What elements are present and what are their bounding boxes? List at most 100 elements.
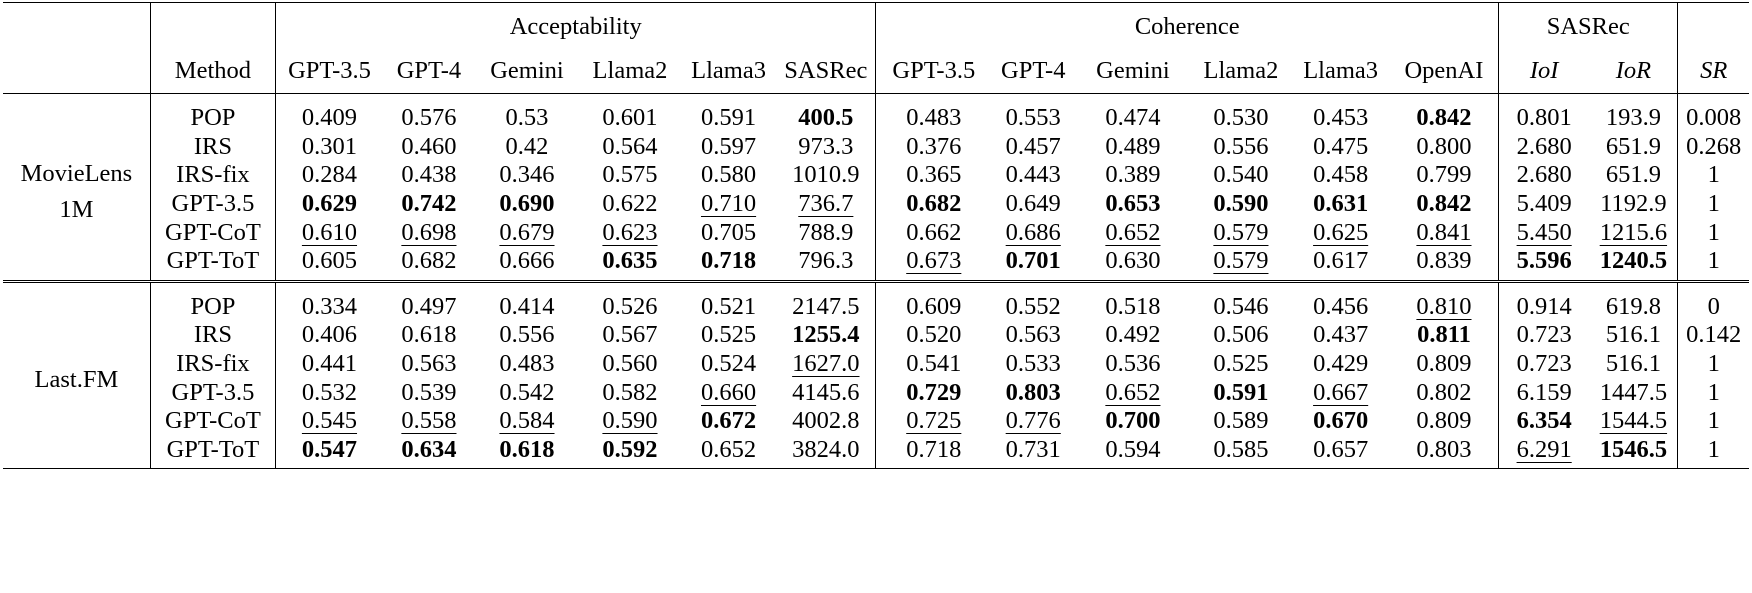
column-header-sr: SR <box>1677 49 1749 94</box>
method-cell: IRS <box>149 321 276 350</box>
value-cell: 0.914 <box>1497 281 1590 322</box>
value-cell: 0.800 <box>1416 132 1472 160</box>
value-cell: 0.525 <box>1213 350 1269 378</box>
value-cell: 0.489 <box>1105 132 1161 160</box>
dataset-name-line2: 1M <box>59 195 94 223</box>
value-cell: 0.776 <box>1005 407 1061 435</box>
header-corner <box>3 2 151 49</box>
value-cell: 3824.0 <box>776 435 876 470</box>
value-cell: 0.582 <box>602 378 658 406</box>
value-cell: 1215.6 <box>1599 218 1668 246</box>
value-cell: 619.8 <box>1605 292 1661 320</box>
value-cell: 0.474 <box>1105 104 1161 132</box>
value-cell: 0.673 <box>875 246 992 283</box>
header-sr-spacer <box>1677 2 1749 49</box>
value-cell: 0.441 <box>274 349 383 379</box>
value-cell: 0.567 <box>602 321 658 349</box>
column-header-coh-gpt35: GPT-3.5 <box>875 49 992 94</box>
value-cell: 0.585 <box>1190 435 1292 470</box>
value-cell: 0.268 <box>1677 132 1749 162</box>
value-cell: 0.453 <box>1313 104 1369 132</box>
value-cell: 0.591 <box>700 104 757 132</box>
value-cell: 0.334 <box>274 281 383 322</box>
column-header-ioi: IoI <box>1497 49 1590 94</box>
value-cell: 0.731 <box>991 435 1076 470</box>
value-cell: 0.623 <box>602 218 658 246</box>
value-cell: 0.634 <box>382 435 475 470</box>
value-cell: 0.545 <box>274 406 383 436</box>
value-cell: 0.526 <box>602 292 658 320</box>
value-cell: 0.589 <box>1213 407 1269 435</box>
value-cell: 0.803 <box>1389 435 1499 470</box>
value-cell: 0.649 <box>1005 190 1061 218</box>
column-header-acc-gpt35: GPT-3.5 <box>274 49 383 94</box>
value-cell: 0.520 <box>875 321 992 350</box>
value-cell: 4145.6 <box>792 378 860 406</box>
value-cell: 0.458 <box>1313 161 1369 189</box>
value-cell: 0.540 <box>1213 161 1269 189</box>
value-cell: 0.556 <box>499 321 555 349</box>
group-header-sasrec: SASRec <box>1497 2 1678 49</box>
value-cell: 0.142 <box>1677 321 1749 350</box>
value-cell: 1544.5 <box>1599 407 1668 435</box>
value-cell: 0.506 <box>1213 321 1269 349</box>
value-cell: 0.725 <box>875 406 992 436</box>
value-cell: 0.811 <box>1417 321 1471 349</box>
column-header-acc-llama3: Llama3 <box>680 49 777 94</box>
value-cell: 0.618 <box>474 435 580 470</box>
value-cell: 0.483 <box>875 93 992 133</box>
value-cell: 2.680 <box>1497 161 1590 190</box>
value-cell: 0.438 <box>401 161 457 189</box>
value-cell: 0.842 <box>1416 104 1472 132</box>
method-cell: GPT-3.5 <box>149 189 276 219</box>
value-cell: 651.9 <box>1605 161 1661 189</box>
value-cell: 0.801 <box>1497 93 1590 133</box>
value-cell: 0.530 <box>1213 104 1269 132</box>
value-cell: 0.579 <box>1190 246 1292 283</box>
value-cell: 0.409 <box>274 93 383 133</box>
column-header-coh-gemini: Gemini <box>1075 49 1191 94</box>
table-row: GPT-ToT 0.605 0.682 0.666 0.635 0.718 79… <box>3 246 1749 283</box>
value-cell: 0.542 <box>499 378 555 406</box>
table-row: Last.FM POP 0.334 0.497 0.414 0.526 0.52… <box>3 281 1749 470</box>
table-row: GPT-CoT 0.545 0.558 0.584 0.590 0.672 40… <box>3 406 1749 436</box>
value-cell: 0.590 <box>1213 190 1269 218</box>
value-cell: 1 <box>1677 161 1749 190</box>
method-cell: POP <box>149 93 276 133</box>
value-cell: 0.635 <box>579 246 681 283</box>
value-cell: 0.365 <box>875 161 992 190</box>
header-method-spacer <box>149 2 276 49</box>
value-cell: 0.558 <box>401 407 457 435</box>
value-cell: 0.625 <box>1313 218 1369 246</box>
value-cell: 0.839 <box>1389 246 1499 283</box>
value-cell: 0.742 <box>401 190 457 218</box>
value-cell: 1 <box>1677 189 1749 219</box>
value-cell: 0.460 <box>401 132 457 160</box>
value-cell: 0.622 <box>602 190 658 218</box>
value-cell: 0.652 <box>680 435 777 470</box>
value-cell: 0.617 <box>1291 246 1390 283</box>
value-cell: 0.563 <box>1005 321 1061 349</box>
value-cell: 1627.0 <box>792 350 860 378</box>
value-cell: 0.552 <box>1005 292 1061 320</box>
value-cell: 0.539 <box>401 378 457 406</box>
value-cell: 0.690 <box>499 190 555 218</box>
value-cell: 0.629 <box>274 189 383 219</box>
value-cell: 0.429 <box>1313 350 1369 378</box>
value-cell: 4002.8 <box>792 407 860 435</box>
column-header-acc-sasrec: SASRec <box>776 49 876 94</box>
value-cell: 1255.4 <box>792 321 860 349</box>
value-cell: 0.580 <box>700 161 757 189</box>
value-cell: 0.483 <box>499 350 555 378</box>
value-cell: 6.291 <box>1497 435 1590 470</box>
value-cell: 0.723 <box>1497 321 1590 350</box>
value-cell: 0.414 <box>499 292 555 320</box>
value-cell: 0.594 <box>1075 435 1191 470</box>
column-header-coh-gpt4: GPT-4 <box>991 49 1076 94</box>
value-cell: 1 <box>1677 378 1749 407</box>
value-cell: 1192.9 <box>1600 190 1667 218</box>
value-cell: 0.718 <box>875 435 992 470</box>
value-cell: 0.008 <box>1677 93 1749 133</box>
value-cell: 0.560 <box>602 350 658 378</box>
method-cell: POP <box>149 281 276 322</box>
